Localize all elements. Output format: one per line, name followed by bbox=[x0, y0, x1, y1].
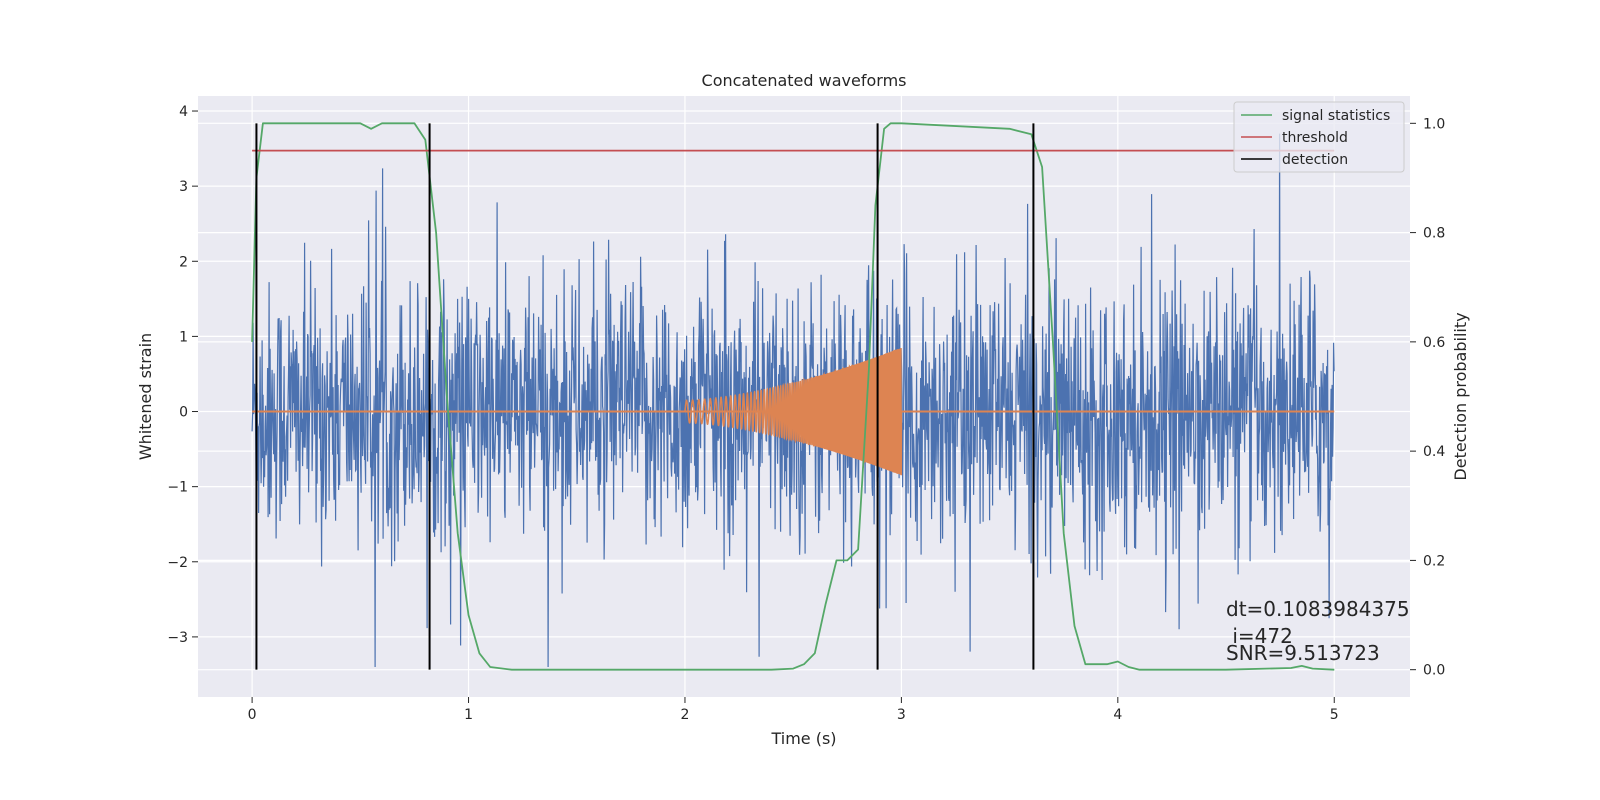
x-tick-label: 4 bbox=[1113, 707, 1122, 723]
y2-tick-label: 0.4 bbox=[1423, 444, 1445, 460]
y-tick-label: −1 bbox=[167, 480, 188, 496]
y-tick-label: 1 bbox=[179, 329, 188, 345]
x-tick-label: 1 bbox=[464, 707, 473, 723]
legend-label-detection: detection bbox=[1282, 152, 1348, 168]
y-tick-label: 2 bbox=[179, 254, 188, 270]
x-tick-label: 0 bbox=[248, 707, 257, 723]
x-tick-label: 2 bbox=[681, 707, 690, 723]
annotation-dt: dt=0.1083984375 bbox=[1226, 597, 1410, 621]
chirp-series-line bbox=[684, 348, 903, 476]
y-tick-label: 3 bbox=[179, 179, 188, 195]
chirp-series-layer bbox=[252, 348, 1335, 476]
y-tick-label: 4 bbox=[179, 104, 188, 120]
legend-box bbox=[1233, 101, 1405, 173]
signal-statistics-line bbox=[251, 122, 1335, 671]
y-tick-label: −2 bbox=[167, 555, 188, 571]
annotation-snr: SNR=9.513723 bbox=[1226, 641, 1380, 665]
y2-tick-label: 0.8 bbox=[1423, 226, 1445, 242]
legend: signal statistics threshold detection bbox=[1233, 101, 1405, 173]
ticks-layer: 0 1 2 3 4 5 −3 −2 −1 0 1 2 3 4 0.0 0.2 0.4 0.6 0.8 1.0 bbox=[167, 104, 1445, 723]
annotation-index: i=472 bbox=[1226, 624, 1293, 648]
y2-tick-label: 0.6 bbox=[1423, 335, 1445, 351]
y-axis-label: Whitened strain bbox=[136, 333, 155, 460]
y2-tick-label: 0.0 bbox=[1423, 663, 1445, 679]
chart-title: Concatenated waveforms bbox=[702, 71, 907, 90]
x-tick-label: 3 bbox=[897, 707, 906, 723]
y2-tick-label: 1.0 bbox=[1423, 116, 1445, 132]
legend-label-signal-statistics: signal statistics bbox=[1282, 108, 1390, 124]
signal-statistics-layer bbox=[251, 122, 1335, 671]
legend-label-threshold: threshold bbox=[1282, 130, 1348, 146]
y2-tick-label: 0.2 bbox=[1423, 553, 1445, 569]
y-tick-label: −3 bbox=[167, 630, 188, 646]
x-tick-label: 5 bbox=[1330, 707, 1339, 723]
x-axis-label: Time (s) bbox=[770, 729, 836, 748]
y2-axis-label: Detection probability bbox=[1451, 312, 1470, 480]
grid-layer bbox=[198, 96, 1410, 697]
y-tick-label: 0 bbox=[179, 405, 188, 421]
